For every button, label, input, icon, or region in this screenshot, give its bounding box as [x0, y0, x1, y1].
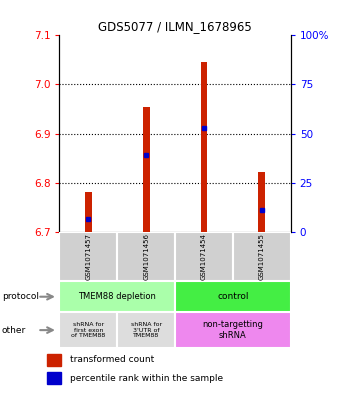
Text: TMEM88 depletion: TMEM88 depletion [78, 292, 156, 301]
Bar [47, 354, 61, 366]
Bar [175, 232, 233, 281]
Bar [175, 281, 291, 312]
Text: percentile rank within the sample: percentile rank within the sample [70, 374, 223, 382]
Bar [258, 172, 265, 232]
Title: GDS5077 / ILMN_1678965: GDS5077 / ILMN_1678965 [98, 20, 252, 33]
Bar [117, 312, 175, 348]
Bar [143, 107, 150, 232]
Bar [59, 312, 117, 348]
Bar [59, 281, 175, 312]
Text: shRNA for
3'UTR of
TMEM88: shRNA for 3'UTR of TMEM88 [131, 322, 162, 338]
Bar [175, 312, 291, 348]
Text: control: control [217, 292, 249, 301]
Text: shRNA for
first exon
of TMEM88: shRNA for first exon of TMEM88 [71, 322, 105, 338]
Bar [233, 232, 291, 281]
Text: GSM1071457: GSM1071457 [85, 233, 91, 280]
Text: non-targetting
shRNA: non-targetting shRNA [202, 320, 264, 340]
Bar [201, 62, 207, 232]
Text: GSM1071455: GSM1071455 [259, 233, 265, 280]
Bar [59, 232, 117, 281]
Text: transformed count: transformed count [70, 356, 154, 364]
Text: GSM1071456: GSM1071456 [143, 233, 149, 280]
Text: other: other [2, 326, 26, 334]
Bar [85, 192, 92, 232]
Text: GSM1071454: GSM1071454 [201, 233, 207, 280]
Bar [117, 232, 175, 281]
Bar [47, 372, 61, 384]
Text: protocol: protocol [2, 292, 39, 301]
